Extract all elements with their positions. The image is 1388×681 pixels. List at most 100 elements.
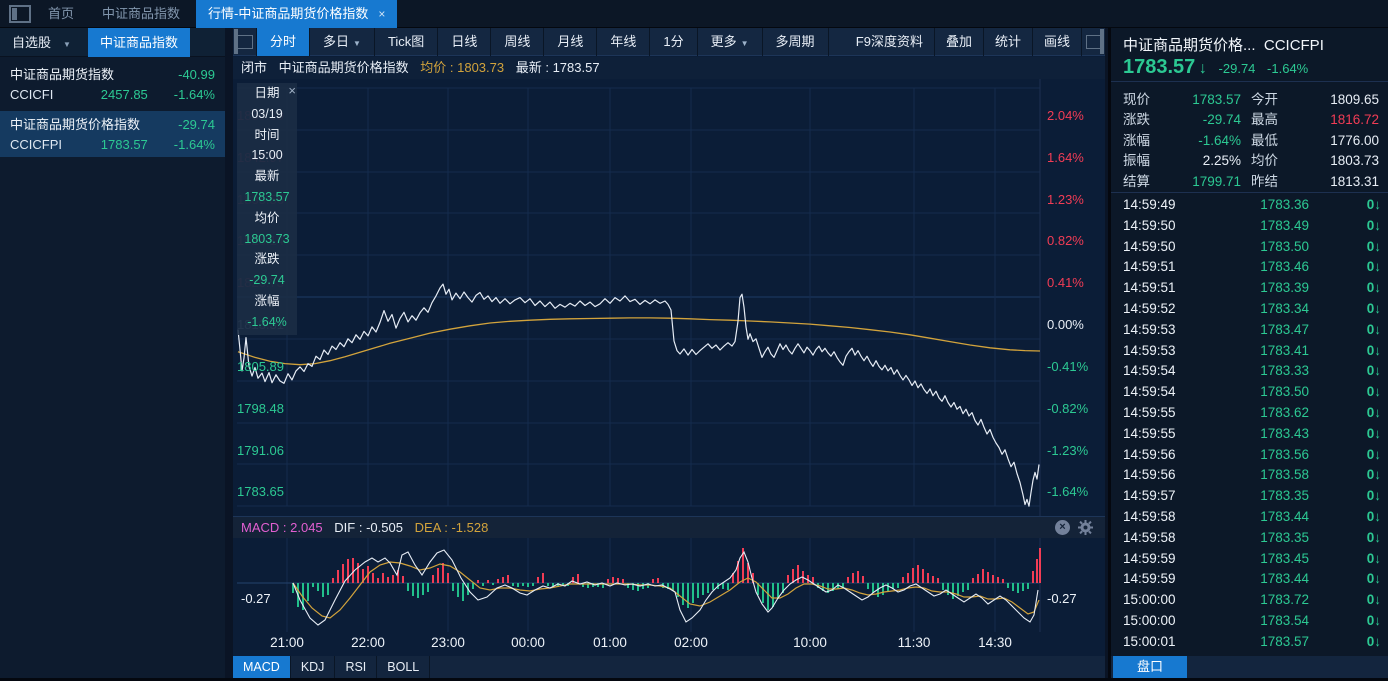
price-axis-label: 1798.48	[237, 401, 284, 416]
macd-axis-left: -0.27	[241, 591, 271, 606]
tick-row[interactable]: 14:59:53 1783.41 0↓	[1111, 341, 1388, 362]
crosshair-tooltip: × 日期 03/19 时间 15:00 最新 1783.57 均价 1803.73 涨跌 -29.…	[237, 83, 297, 335]
tick-volume: 0↓	[1366, 280, 1381, 296]
tick-row[interactable]: 14:59:50 1783.49 0↓	[1111, 216, 1388, 237]
percent-axis-label: 1.23%	[1047, 192, 1084, 207]
stat-label: 涨跌	[1123, 112, 1150, 128]
pankou-button[interactable]: 盘口	[1113, 656, 1187, 678]
tooltip-close-icon[interactable]: ×	[288, 83, 296, 98]
pankou-row: 盘口	[1111, 656, 1388, 678]
tick-price: 1783.43	[1260, 425, 1309, 441]
tick-volume: 0↓	[1366, 488, 1381, 504]
tick-price: 1783.44	[1260, 508, 1309, 524]
tick-time: 14:59:59	[1123, 571, 1176, 587]
instrument-name: 中证商品期货价格指数	[10, 117, 141, 132]
tick-row[interactable]: 15:00:00 1783.72 0↓	[1111, 590, 1388, 611]
stat-label: 现价	[1123, 92, 1150, 107]
macd-panel[interactable]	[233, 538, 1105, 632]
tick-price: 1783.62	[1260, 404, 1309, 420]
indicator-tab-BOLL[interactable]: BOLL	[377, 656, 431, 678]
tick-list[interactable]: 14:59:49 1783.36 0↓ 14:59:50 1783.49 0↓ 14:59:…	[1111, 195, 1388, 653]
toolbar-button-更多[interactable]: 更多 ▼	[698, 28, 763, 56]
top-tab-bar: 首页 中证商品指数 行情-中证商品期货价格指数 ×	[0, 0, 1388, 28]
tick-row[interactable]: 14:59:56 1783.56 0↓	[1111, 445, 1388, 466]
tick-volume: 0↓	[1366, 425, 1381, 441]
toolbar-button-月线[interactable]: 月线	[544, 28, 598, 56]
percent-axis-label: -1.23%	[1047, 443, 1089, 458]
toolbar-button-画线[interactable]: 画线	[1031, 28, 1081, 56]
toolbar-button-1分[interactable]: 1分	[650, 28, 698, 56]
tick-row[interactable]: 14:59:54 1783.33 0↓	[1111, 361, 1388, 382]
sidebar-toggle-icon[interactable]	[9, 5, 31, 23]
indicator-tab-RSI[interactable]: RSI	[335, 656, 378, 678]
time-axis-label: 00:00	[511, 635, 545, 650]
tab-quote-active[interactable]: 行情-中证商品期货价格指数 ×	[196, 0, 398, 28]
group-filter-button[interactable]: 中证商品指数	[88, 28, 191, 57]
tick-price: 1783.58	[1260, 467, 1309, 483]
watchlist-item[interactable]: 中证商品期货指数 -40.99 CCICFI 2457.85 -1.64%	[0, 61, 225, 107]
stat-value: -1.64%	[1198, 132, 1241, 148]
toolbar-button-日线[interactable]: 日线	[438, 28, 492, 56]
time-axis-label: 21:00	[270, 635, 304, 650]
tab-index[interactable]: 中证商品指数	[102, 6, 181, 21]
toolbar-button-叠加[interactable]: 叠加	[933, 28, 983, 56]
group-dropdown[interactable]: 自选股 ▼	[12, 35, 71, 50]
tick-row[interactable]: 14:59:51 1783.39 0↓	[1111, 278, 1388, 299]
tick-time: 14:59:49	[1123, 197, 1176, 212]
tooltip-label: 日期	[254, 86, 280, 100]
dea-label: DEA :	[414, 520, 452, 535]
tick-row[interactable]: 14:59:50 1783.50 0↓	[1111, 237, 1388, 258]
toolbar-button-周线[interactable]: 周线	[491, 28, 545, 56]
tick-row[interactable]: 14:59:55 1783.62 0↓	[1111, 403, 1388, 424]
tick-row[interactable]: 14:59:56 1783.58 0↓	[1111, 465, 1388, 486]
watchlist-item[interactable]: 中证商品期货价格指数 -29.74 CCICFPI 1783.57 -1.64%	[0, 111, 225, 157]
intraday-chart[interactable]: 1850.391842.971835.561828.141820.731813.…	[233, 79, 1105, 541]
watchlist-header: 自选股 ▼ 中证商品指数	[0, 28, 225, 57]
tick-price: 1783.72	[1260, 592, 1309, 608]
tick-price: 1783.47	[1260, 321, 1309, 337]
indicator-tab-KDJ[interactable]: KDJ	[291, 656, 336, 678]
tick-row[interactable]: 14:59:49 1783.36 0↓	[1111, 195, 1388, 216]
macd-header: MACD : 2.045 DIF : -0.505 DEA : -1.528 ×	[233, 516, 1105, 538]
percent-axis-label: 0.41%	[1047, 275, 1084, 290]
tick-row[interactable]: 14:59:52 1783.34 0↓	[1111, 299, 1388, 320]
close-tab-icon[interactable]: ×	[378, 7, 386, 21]
tick-row[interactable]: 14:59:59 1783.44 0↓	[1111, 569, 1388, 590]
collapse-right-icon[interactable]	[1081, 28, 1105, 56]
stat-cell: 结算 1799.71	[1123, 172, 1251, 192]
tick-price: 1783.50	[1260, 384, 1309, 400]
tick-row[interactable]: 14:59:58 1783.35 0↓	[1111, 528, 1388, 549]
price-axis-label: 1783.65	[237, 484, 284, 499]
tick-row[interactable]: 14:59:58 1783.44 0↓	[1111, 507, 1388, 528]
toolbar-button-统计[interactable]: 统计	[982, 28, 1032, 56]
stat-cell: 最低 1776.00	[1251, 131, 1379, 151]
divider	[1111, 192, 1388, 193]
toolbar-button-多日[interactable]: 多日 ▼	[310, 28, 375, 56]
tick-row[interactable]: 14:59:51 1783.46 0↓	[1111, 257, 1388, 278]
toolbar-button-F9深度资料[interactable]: F9深度资料	[855, 34, 923, 49]
tick-row[interactable]: 14:59:59 1783.45 0↓	[1111, 549, 1388, 570]
stat-label: 结算	[1123, 173, 1150, 189]
tick-row[interactable]: 14:59:54 1783.50 0↓	[1111, 382, 1388, 403]
toolbar-button-分时[interactable]: 分时	[257, 28, 311, 56]
quote-title: 中证商品期货价格... CCICFPI	[1123, 37, 1324, 54]
tooltip-label: 最新	[254, 169, 280, 184]
watchlist: 中证商品期货指数 -40.99 CCICFI 2457.85 -1.64% 中证商品期货价…	[0, 61, 225, 157]
toolbar-button-年线[interactable]: 年线	[597, 28, 651, 56]
gear-icon[interactable]	[1078, 520, 1093, 535]
price-chart-svg	[237, 79, 1041, 516]
tick-row[interactable]: 14:59:55 1783.43 0↓	[1111, 424, 1388, 445]
tick-row[interactable]: 14:59:53 1783.47 0↓	[1111, 320, 1388, 341]
tick-volume: 0↓	[1366, 571, 1381, 587]
collapse-left-icon[interactable]	[233, 28, 257, 56]
tab-home[interactable]: 首页	[48, 6, 75, 21]
tick-row[interactable]: 14:59:57 1783.35 0↓	[1111, 486, 1388, 507]
toolbar-button-多周期[interactable]: 多周期	[763, 28, 829, 56]
close-indicator-icon[interactable]: ×	[1055, 520, 1070, 535]
tick-time: 14:59:55	[1123, 404, 1176, 420]
toolbar-button-Tick图[interactable]: Tick图	[375, 28, 439, 56]
tick-row[interactable]: 15:00:00 1783.54 0↓	[1111, 611, 1388, 632]
tooltip-label: 时间	[254, 127, 280, 142]
indicator-tab-MACD[interactable]: MACD	[233, 656, 291, 678]
tick-row[interactable]: 15:00:01 1783.57 0↓	[1111, 632, 1388, 653]
